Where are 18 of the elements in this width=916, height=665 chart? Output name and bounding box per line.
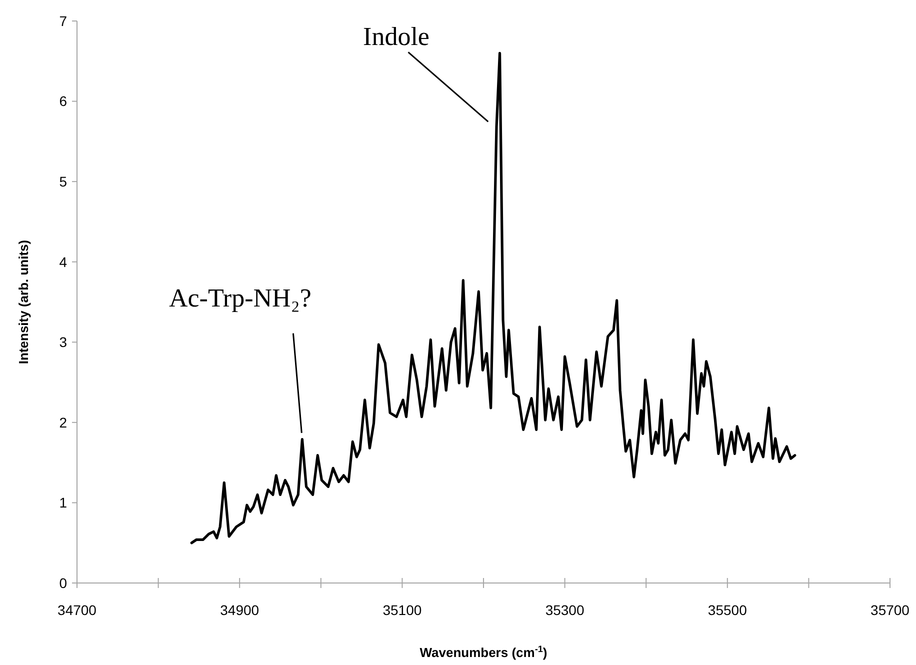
y-tick-label: 7	[59, 12, 68, 29]
y-tick-label: 0	[59, 574, 68, 591]
y-tick-label: 4	[59, 254, 68, 270]
y-tick-label: 6	[59, 93, 68, 110]
y-tick-label: 1	[59, 494, 68, 511]
y-tick-label: 3	[59, 334, 68, 350]
x-tick-label: 34700	[58, 602, 97, 618]
x-axis-title: Wavenumbers (cm$^{-1}$)	[420, 644, 548, 660]
x-tick-label: 35100	[382, 602, 422, 618]
x-tick-label: 34900	[220, 602, 260, 618]
x-tick-label: 35700	[870, 602, 910, 618]
x-tick-label: 35500	[708, 602, 748, 618]
y-tick-label: 2	[59, 414, 68, 430]
y-tick-label: 5	[59, 173, 68, 190]
x-tick-label: 35300	[545, 602, 584, 618]
annotation: Indole	[363, 22, 430, 52]
annotation: Ac-Trp-NH₂?	[168, 283, 312, 312]
y-axis-title: Intensity (arb. units)	[16, 240, 31, 364]
